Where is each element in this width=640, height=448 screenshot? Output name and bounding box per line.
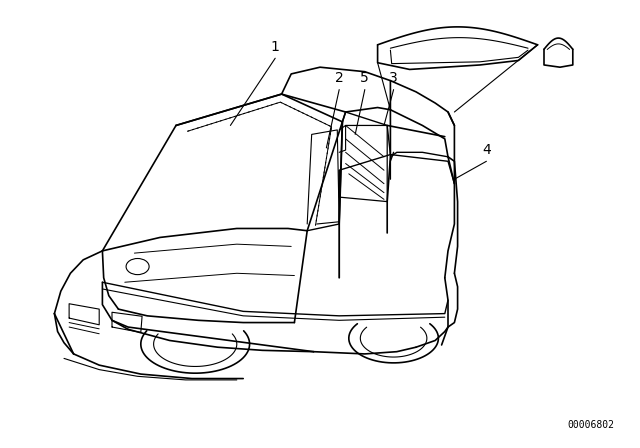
Text: 1: 1: [271, 40, 280, 54]
Text: 2: 2: [335, 71, 344, 85]
Text: 00006802: 00006802: [568, 420, 614, 430]
Text: 5: 5: [360, 71, 369, 85]
Text: 3: 3: [389, 71, 398, 85]
Text: 4: 4: [482, 143, 491, 157]
